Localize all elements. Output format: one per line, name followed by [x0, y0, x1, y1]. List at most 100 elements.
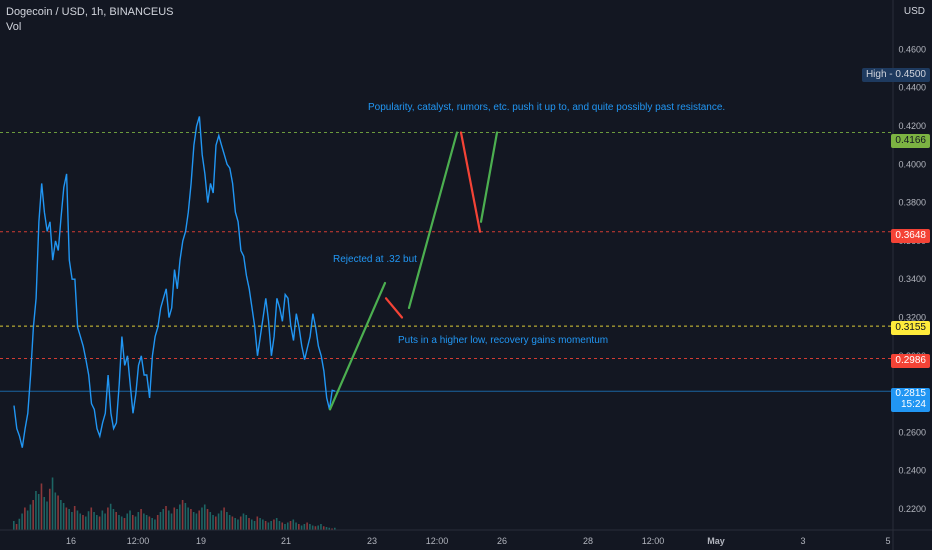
volume-bar: [60, 500, 62, 530]
high-value: 0.4500: [895, 69, 926, 80]
volume-bar: [148, 516, 151, 530]
volume-bar: [109, 503, 112, 530]
price-tick: 0.3400: [898, 274, 926, 284]
volume-bar: [314, 526, 317, 530]
time-tick: 19: [196, 536, 206, 546]
volume-bar: [101, 510, 104, 530]
volume-bar: [37, 494, 40, 530]
volume-bar: [264, 521, 267, 530]
volume-bar: [217, 513, 220, 530]
volume-bar: [40, 483, 43, 530]
volume-bar: [13, 521, 15, 530]
last-price-badge: 0.2815 15:24: [891, 388, 930, 412]
volume-bar: [231, 516, 234, 530]
volume-bar: [309, 524, 311, 530]
volume-bar: [35, 491, 37, 530]
volume-bar: [145, 515, 148, 530]
volume-bar: [306, 522, 308, 530]
volume-bar: [140, 509, 142, 530]
volume-bar: [137, 512, 140, 530]
volume-bar: [29, 504, 32, 530]
volume-bar: [239, 516, 242, 530]
level-badge-3648: 0.3648: [891, 229, 930, 243]
time-tick: 12:00: [642, 536, 665, 546]
volume-bar: [209, 512, 212, 530]
volume-bar: [18, 518, 21, 530]
volume-bar: [68, 509, 70, 530]
volume-bar: [65, 507, 68, 530]
volume-bar: [317, 525, 319, 530]
volume-bar: [143, 513, 145, 530]
time-tick: 16: [66, 536, 76, 546]
price-tick: 0.2600: [898, 427, 926, 437]
volume-bar: [162, 509, 165, 530]
volume-bar: [187, 507, 189, 530]
time-tick: 21: [281, 536, 291, 546]
high-label: High: [865, 69, 887, 80]
volume-bar: [248, 518, 250, 530]
projection-segment: [407, 131, 459, 310]
volume-bar: [303, 524, 306, 530]
volume-bar: [96, 515, 98, 530]
volume-bar: [115, 512, 117, 530]
price-tick: 0.3200: [898, 313, 926, 323]
annotation-main: Popularity, catalyst, rumors, etc. push …: [368, 102, 726, 113]
time-tick: 12:00: [426, 536, 449, 546]
volume-bar: [226, 512, 228, 530]
volume-bar: [195, 513, 198, 530]
volume-bar: [123, 518, 126, 530]
time-tick: 26: [497, 536, 507, 546]
level-badge-2986: 0.2986: [891, 354, 930, 368]
projection-segment: [459, 131, 482, 233]
time-tick: 28: [583, 536, 593, 546]
projection-segment: [479, 131, 499, 223]
volume-bar: [300, 525, 303, 530]
volume-bar: [107, 507, 109, 530]
price-tick: 0.2200: [898, 504, 926, 514]
volume-layer: [13, 477, 336, 530]
time-tick: 12:00: [127, 536, 150, 546]
volume-bar: [228, 515, 231, 530]
volume-bar: [331, 528, 333, 530]
volume-bar: [237, 519, 239, 530]
volume-bar: [79, 513, 82, 530]
volume-bar: [134, 516, 137, 530]
volume-bar: [76, 510, 79, 530]
volume-bar: [198, 510, 201, 530]
volume-bar: [112, 509, 115, 530]
chart-title: Dogecoin / USD, 1h, BINANCEUS: [6, 6, 174, 18]
volume-bar: [82, 515, 84, 530]
volume-bar: [118, 515, 120, 530]
volume-bar: [275, 518, 278, 530]
volume-bar: [26, 510, 29, 530]
annotation-rejected: Rejected at .32 but: [333, 254, 417, 265]
volume-bar: [32, 500, 34, 530]
volume-bar: [73, 506, 76, 530]
volume-bar: [46, 501, 48, 530]
volume-bar: [165, 506, 167, 530]
currency-label: USD: [903, 6, 925, 17]
volume-bar: [43, 497, 46, 530]
volume-bar: [234, 518, 236, 530]
volume-bar: [24, 507, 26, 530]
volume-bar: [15, 524, 18, 530]
volume-bar: [215, 516, 217, 530]
volume-bar: [98, 516, 101, 530]
volume-bar: [289, 521, 292, 530]
volume-bar: [262, 519, 264, 530]
volume-bar: [267, 522, 270, 530]
volume-bar: [159, 512, 162, 530]
volume-bar: [322, 526, 325, 530]
high-badge: High - 0.4500: [861, 68, 930, 82]
volume-bar: [311, 525, 314, 530]
volume-bar: [54, 492, 57, 530]
volume-bar: [87, 511, 90, 530]
price-line: [13, 116, 336, 448]
price-tick: 0.4000: [898, 159, 926, 169]
volume-bar: [190, 509, 192, 530]
volume-bar: [253, 521, 256, 530]
volume-bar: [167, 510, 170, 530]
price-tick: 0.3800: [898, 198, 926, 208]
